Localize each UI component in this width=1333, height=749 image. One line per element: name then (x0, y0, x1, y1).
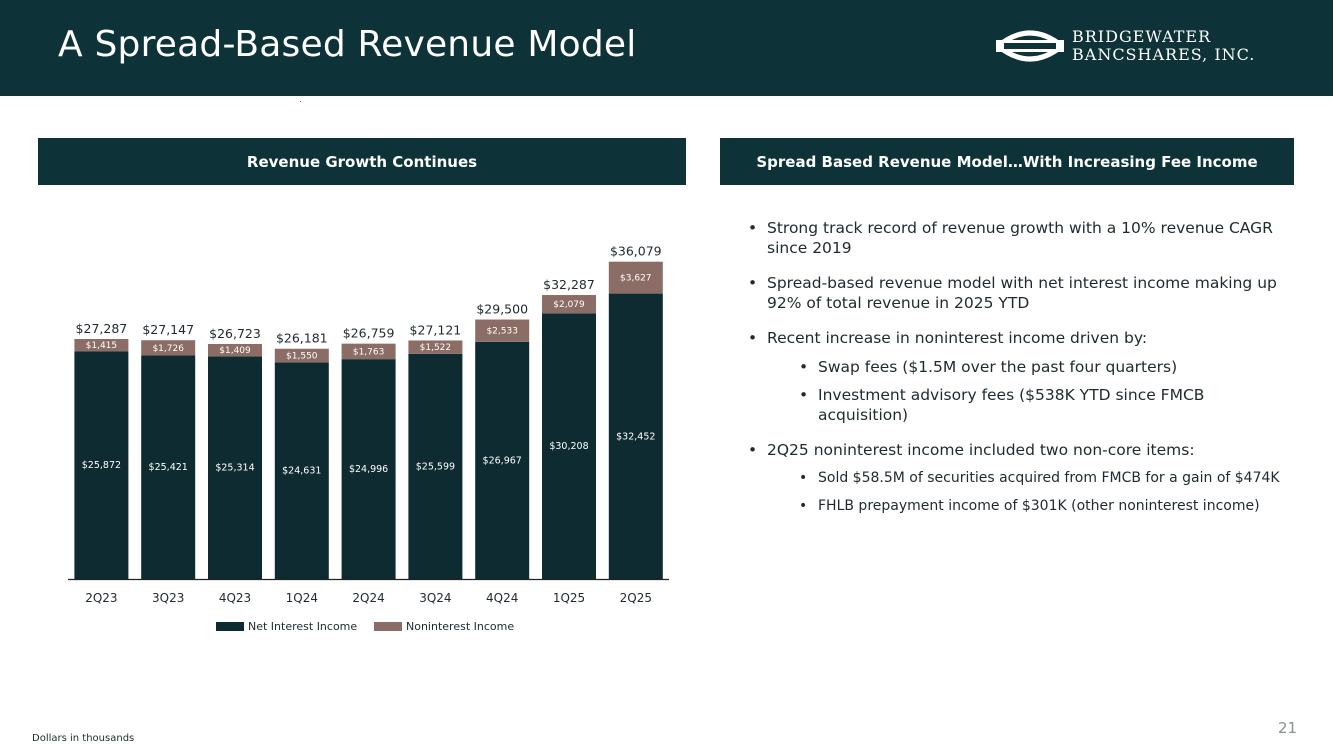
noninterest-data-label: $3,627 (620, 274, 652, 284)
net-interest-data-label: $32,452 (616, 431, 655, 442)
sub-bullet-item: FHLB prepayment income of $301K (other n… (767, 497, 1288, 515)
sub-bullet-item: Sold $58.5M of securities acquired from … (767, 469, 1288, 487)
legend-label-net-interest: Net Interest Income (248, 620, 357, 633)
bullet-text: Recent increase in noninterest income dr… (767, 329, 1148, 347)
noninterest-bar (208, 343, 262, 357)
bullet-item: Strong track record of revenue growth wi… (748, 218, 1288, 258)
net-interest-data-label: $25,421 (149, 462, 188, 473)
bullet-text: 2Q25 noninterest income included two non… (767, 441, 1195, 459)
total-label: $27,287 (76, 321, 128, 336)
right-panel-header: Spread Based Revenue Model…With Increasi… (720, 138, 1294, 185)
total-label: $26,759 (343, 326, 395, 341)
noninterest-data-label: $1,409 (219, 346, 251, 356)
legend-swatch-noninterest (374, 622, 402, 631)
x-axis-tick-label: 2Q24 (352, 591, 384, 605)
net-interest-data-label: $26,967 (483, 455, 522, 466)
noninterest-bar (274, 348, 329, 363)
page-title: A Spread-Based Revenue Model (58, 24, 637, 65)
noninterest-data-label: $2,533 (486, 327, 518, 337)
x-axis-tick-label: 3Q24 (419, 591, 451, 605)
noninterest-bar (408, 340, 463, 354)
net-interest-data-label: $25,314 (215, 463, 254, 474)
x-axis-tick-label: 3Q23 (152, 591, 184, 605)
total-label: $36,079 (610, 244, 662, 259)
total-label: $27,121 (410, 322, 462, 337)
net-interest-bar (608, 293, 663, 579)
page-number: 21 (1278, 719, 1298, 737)
bridge-logo-icon (996, 30, 1064, 62)
legend-swatch-net-interest (216, 622, 244, 631)
title-bar: A Spread-Based Revenue Model BRIDGEWATER… (0, 0, 1333, 96)
net-interest-data-label: $30,208 (549, 441, 588, 452)
net-interest-bar (274, 362, 329, 579)
net-interest-bar (341, 359, 396, 579)
x-axis-tick-label: 4Q23 (219, 591, 251, 605)
noninterest-bar (141, 340, 196, 356)
x-axis-tick-label: 4Q24 (486, 591, 518, 605)
net-interest-data-label: $24,996 (349, 464, 388, 475)
sub-bullet-list: Sold $58.5M of securities acquired from … (767, 469, 1288, 515)
net-interest-bar (475, 341, 530, 579)
net-interest-bar (74, 351, 129, 579)
bullet-item: Recent increase in noninterest income dr… (748, 328, 1288, 425)
x-axis-tick-label: 2Q25 (620, 591, 652, 605)
logo-line-2: BANCSHARES, INC. (1072, 45, 1256, 64)
net-interest-bar (408, 353, 463, 579)
stray-mark (300, 101, 301, 102)
bullet-item: 2Q25 noninterest income included two non… (748, 440, 1288, 515)
sub-bullet-list: Swap fees ($1.5M over the past four quar… (767, 357, 1288, 425)
noninterest-data-label: $1,763 (353, 347, 385, 357)
noninterest-bar (608, 261, 663, 294)
net-interest-data-label: $25,872 (82, 460, 121, 471)
noninterest-data-label: $2,079 (553, 300, 585, 310)
noninterest-data-label: $1,726 (152, 344, 184, 354)
noninterest-bar (74, 339, 129, 352)
net-interest-bar (141, 355, 196, 579)
left-panel-header: Revenue Growth Continues (38, 138, 686, 185)
noninterest-bar (542, 295, 596, 314)
net-interest-bar (542, 313, 596, 579)
total-label: $26,181 (276, 331, 328, 346)
revenue-bar-chart: $25,872 $1,415 $27,287 2Q23 $25,421 $1,726 $27… (68, 244, 669, 633)
footnote: Dollars in thousands (32, 733, 135, 744)
sub-bullet-item: Swap fees ($1.5M over the past four quar… (767, 357, 1288, 377)
noninterest-data-label: $1,415 (86, 341, 118, 351)
total-label: $27,147 (142, 322, 194, 337)
x-axis-tick-label: 1Q24 (286, 591, 318, 605)
total-label: $29,500 (476, 302, 528, 317)
net-interest-data-label: $24,631 (282, 466, 321, 477)
sub-bullet-item: Investment advisory fees ($538K YTD sinc… (767, 385, 1288, 425)
x-axis-tick-label: 2Q23 (85, 591, 117, 605)
net-interest-bar (208, 356, 262, 579)
logo-line-1: BRIDGEWATER (1072, 27, 1212, 46)
noninterest-data-label: $1,550 (286, 352, 318, 362)
noninterest-bar (475, 319, 530, 342)
bullet-list: Strong track record of revenue growth wi… (748, 218, 1288, 530)
total-label: $26,723 (209, 326, 261, 341)
total-label: $32,287 (543, 277, 595, 292)
bullet-item: Spread-based revenue model with net inte… (748, 273, 1288, 313)
noninterest-bar (341, 343, 396, 360)
legend-label-noninterest: Noninterest Income (406, 620, 514, 633)
logo-text: BRIDGEWATER BANCSHARES, INC. (1072, 28, 1255, 64)
company-logo: BRIDGEWATER BANCSHARES, INC. (994, 24, 1284, 70)
net-interest-data-label: $25,599 (416, 461, 455, 472)
x-axis-tick-label: 1Q25 (553, 591, 585, 605)
noninterest-data-label: $1,522 (420, 343, 452, 353)
